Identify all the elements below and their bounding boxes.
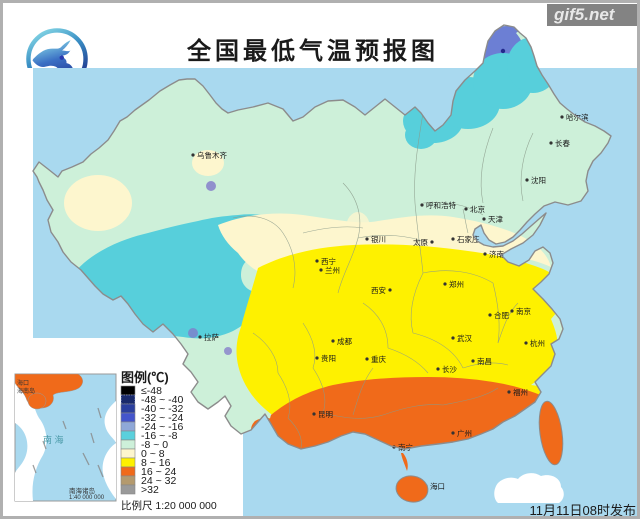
svg-text:太原: 太原 [413, 237, 428, 247]
svg-text:石家庄: 石家庄 [457, 234, 480, 244]
svg-text:1:40 000 000: 1:40 000 000 [69, 495, 105, 501]
svg-text:长沙: 长沙 [442, 364, 457, 374]
svg-text:杭州: 杭州 [530, 338, 545, 348]
svg-text:图例(℃): 图例(℃) [121, 370, 169, 385]
svg-text:拉萨: 拉萨 [204, 332, 219, 342]
svg-text:郑州: 郑州 [449, 279, 464, 289]
svg-text:贵阳: 贵阳 [321, 353, 336, 363]
svg-text:广州: 广州 [457, 428, 472, 438]
svg-text:武汉: 武汉 [457, 333, 472, 343]
svg-text:>32: >32 [141, 484, 159, 496]
svg-text:昆明: 昆明 [318, 410, 333, 419]
svg-text:南海诸岛: 南海诸岛 [69, 486, 95, 495]
svg-text:西宁: 西宁 [321, 256, 336, 266]
svg-text:海口: 海口 [17, 379, 29, 387]
svg-text:比例尺 1:20 000 000: 比例尺 1:20 000 000 [121, 499, 217, 512]
svg-text:合肥: 合肥 [494, 310, 509, 320]
svg-text:呼和浩特: 呼和浩特 [426, 200, 456, 210]
svg-text:沈阳: 沈阳 [531, 175, 546, 185]
svg-text:福州: 福州 [513, 388, 528, 397]
svg-text:西安: 西安 [371, 285, 386, 295]
svg-text:南宁: 南宁 [398, 442, 413, 452]
svg-text:乌鲁木齐: 乌鲁木齐 [197, 150, 227, 160]
svg-text:海南岛: 海南岛 [17, 387, 35, 395]
svg-text:长春: 长春 [555, 138, 570, 148]
svg-text:南 海: 南 海 [43, 434, 64, 445]
svg-text:南昌: 南昌 [477, 356, 492, 366]
svg-text:天津: 天津 [488, 215, 503, 224]
svg-text:银川: 银川 [371, 235, 386, 244]
svg-text:成都: 成都 [337, 336, 352, 346]
svg-text:南京: 南京 [516, 306, 531, 316]
svg-text:北京: 北京 [470, 204, 485, 214]
svg-text:重庆: 重庆 [371, 354, 386, 364]
svg-text:11月11日08时发布: 11月11日08时发布 [530, 503, 636, 518]
svg-text:海口: 海口 [430, 481, 445, 491]
svg-text:兰州: 兰州 [325, 265, 340, 275]
